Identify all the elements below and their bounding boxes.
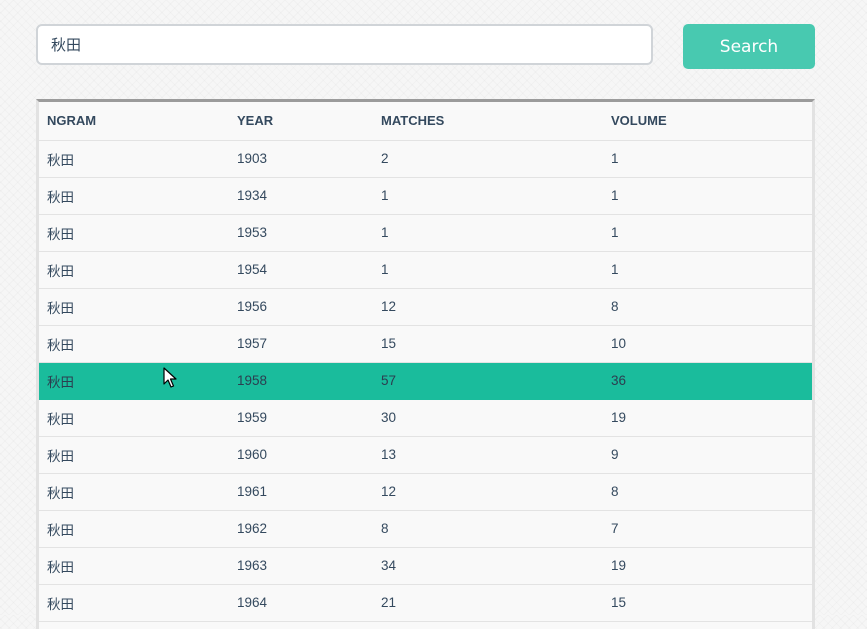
- cell-matches: 1: [373, 214, 603, 252]
- cell-volume: 9: [603, 436, 812, 474]
- table-row[interactable]: 秋田 1959 30 19: [39, 399, 812, 437]
- cell-ngram: 秋田: [39, 251, 229, 289]
- cell-matches: 34: [373, 547, 603, 585]
- table-row[interactable]: 秋田 1956 12 8: [39, 288, 812, 326]
- table-row[interactable]: 秋田 1953 1 1: [39, 214, 812, 252]
- table-row[interactable]: 秋田 1957 15 10: [39, 325, 812, 363]
- cell-year: 1960: [229, 436, 373, 474]
- table-row[interactable]: 秋田 1961 12 8: [39, 473, 812, 511]
- cell-volume: 15: [603, 584, 812, 622]
- cell-year: 1964: [229, 584, 373, 622]
- table-row[interactable]: 秋田 1960 13 9: [39, 436, 812, 474]
- cell-year: 1953: [229, 214, 373, 252]
- table-row[interactable]: 秋田 1962 8 7: [39, 510, 812, 548]
- cell-volume: 1: [603, 177, 812, 215]
- cell-ngram: 秋田: [39, 399, 229, 437]
- cell-year: 1934: [229, 177, 373, 215]
- table-row[interactable]: 秋田 1958 57 36: [39, 362, 812, 400]
- cell-year: 1954: [229, 251, 373, 289]
- cell-matches: 57: [373, 362, 603, 400]
- cell-matches: 1: [373, 251, 603, 289]
- cell-matches: 8: [373, 510, 603, 548]
- cell-year: 1903: [229, 140, 373, 178]
- cell-ngram: 秋田: [39, 288, 229, 326]
- table-header: NGRAM YEAR MATCHES VOLUME: [39, 102, 812, 141]
- cell-ngram: 秋田: [39, 510, 229, 548]
- cell-matches: 21: [373, 584, 603, 622]
- cell-year: 1956: [229, 288, 373, 326]
- cell-ngram: 秋田: [39, 177, 229, 215]
- cell-volume: 19: [603, 547, 812, 585]
- table-row[interactable]: 秋田 1934 1 1: [39, 177, 812, 215]
- cell-volume: 1: [603, 140, 812, 178]
- cell-year: 1959: [229, 399, 373, 437]
- column-header-volume: VOLUME: [603, 102, 812, 141]
- table-row[interactable]: 秋田 1954 1 1: [39, 251, 812, 289]
- results-table-container: NGRAM YEAR MATCHES VOLUME 秋田 1903 2 1 秋田 1934…: [36, 99, 815, 629]
- search-button[interactable]: Search: [683, 24, 815, 69]
- cell-ngram: 秋田: [39, 214, 229, 252]
- cell-year: 1962: [229, 510, 373, 548]
- table-header-row: NGRAM YEAR MATCHES VOLUME: [39, 102, 812, 141]
- cell-volume: 10: [603, 325, 812, 363]
- cell-volume: 1: [603, 214, 812, 252]
- search-input[interactable]: [36, 24, 653, 65]
- column-header-matches: MATCHES: [373, 102, 603, 141]
- cell-ngram: 秋田: [39, 547, 229, 585]
- cell-matches: 30: [373, 399, 603, 437]
- cell-ngram: 秋田: [39, 584, 229, 622]
- table-row[interactable]: 秋田 1963 34 19: [39, 547, 812, 585]
- cell-year: 1963: [229, 547, 373, 585]
- cell-matches: 15: [373, 325, 603, 363]
- column-header-year: YEAR: [229, 102, 373, 141]
- cell-volume: 8: [603, 473, 812, 511]
- cell-volume: 19: [603, 399, 812, 437]
- cell-matches: 2: [373, 140, 603, 178]
- cell-ngram: 秋田: [39, 362, 229, 400]
- cell-matches: 12: [373, 473, 603, 511]
- results-table: NGRAM YEAR MATCHES VOLUME 秋田 1903 2 1 秋田 1934…: [39, 102, 812, 622]
- table-row[interactable]: 秋田 1964 21 15: [39, 584, 812, 622]
- cell-matches: 12: [373, 288, 603, 326]
- cell-volume: 7: [603, 510, 812, 548]
- cell-ngram: 秋田: [39, 325, 229, 363]
- cell-volume: 1: [603, 251, 812, 289]
- cell-year: 1961: [229, 473, 373, 511]
- column-header-ngram: NGRAM: [39, 102, 229, 141]
- cell-matches: 13: [373, 436, 603, 474]
- cell-ngram: 秋田: [39, 140, 229, 178]
- cell-ngram: 秋田: [39, 473, 229, 511]
- cell-volume: 8: [603, 288, 812, 326]
- cell-volume: 36: [603, 362, 812, 400]
- cell-matches: 1: [373, 177, 603, 215]
- table-row[interactable]: 秋田 1903 2 1: [39, 140, 812, 178]
- cell-year: 1958: [229, 362, 373, 400]
- cell-year: 1957: [229, 325, 373, 363]
- table-body: 秋田 1903 2 1 秋田 1934 1 1 秋田 1953 1 1 秋田 1954 1 1 秋田 1956 12…: [39, 140, 812, 622]
- cell-ngram: 秋田: [39, 436, 229, 474]
